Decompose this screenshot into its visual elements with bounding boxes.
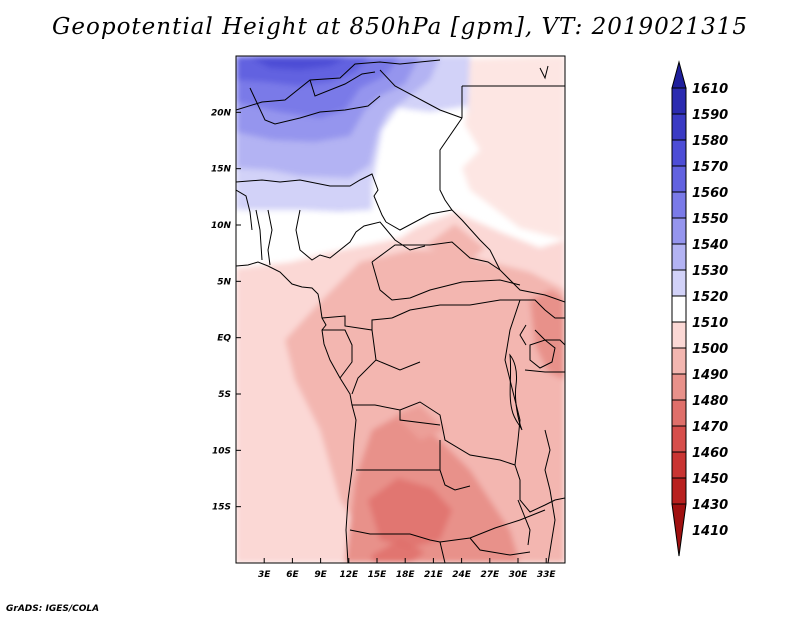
lon-label: 6E [286,570,299,580]
colorbar-swatch [671,217,687,245]
colorbar-swatch [671,373,687,401]
lon-label: 33E [537,570,557,580]
colorbar-label: 1520 [692,290,728,305]
lon-label: 24E [452,570,472,580]
colorbar-swatch [671,321,687,349]
colorbar-swatch [671,295,687,323]
colorbar-label: 1460 [692,446,728,461]
colorbar-label: 1430 [692,498,728,513]
colorbar-label: 1510 [692,316,728,331]
colorbar-label: 1450 [692,472,728,487]
colorbar-swatch [671,165,687,193]
colorbar-label: 1580 [692,134,728,149]
lat-label: 15N [211,165,232,175]
colorbar-label: 1490 [692,368,728,383]
map-frame [235,55,566,564]
colorbar-label: 1480 [692,394,728,409]
colorbar-swatch [671,191,687,219]
grads-credit: GrADS: IGES/COLA [6,604,100,614]
colorbar-swatch [671,113,687,141]
map-axes: 20N 15N 10N 5N EQ 5S 10S 15S 3E 6E 9E 12E 15E 18E 21E 2… [211,108,556,580]
lon-label: 21E [424,570,444,580]
colorbar-swatch [671,425,687,453]
lon-label: 18E [396,570,416,580]
colorbar-label: 1410 [692,524,728,539]
lat-label: 20N [211,108,232,118]
colorbar-swatch [671,477,687,505]
colorbar-swatch [671,399,687,427]
chart-title: Geopotential Height at 850hPa [gpm], VT:… [52,14,748,40]
colorbar-label: 1470 [692,420,728,435]
lon-label: 3E [258,570,271,580]
lon-label: 15E [368,570,388,580]
colorbar-label: 1540 [692,238,728,253]
lat-label: 15S [212,503,231,513]
height-field [236,56,565,563]
colorbar-swatch [671,269,687,297]
lon-label: 9E [314,570,327,580]
colorbar-label: 1530 [692,264,728,279]
colorbar-swatch [671,347,687,375]
colorbar: 1610 1590 1580 1570 1560 1550 1540 1530 1520 1510… [671,60,728,557]
colorbar-bottom-arrow [671,503,687,557]
colorbar-label: 1570 [692,160,728,175]
lat-label: 5S [218,390,231,400]
colorbar-label: 1590 [692,108,728,123]
colorbar-swatch [671,87,687,115]
colorbar-label: 1560 [692,186,728,201]
colorbar-label: 1610 [692,82,728,97]
colorbar-swatch [671,243,687,271]
colorbar-top-arrow [671,60,687,89]
lat-label: 5N [217,277,231,287]
lon-label: 12E [339,570,359,580]
lat-label: EQ [217,334,231,344]
colorbar-swatch [671,139,687,167]
lat-label: 10S [212,446,231,456]
lon-label: 27E [480,570,500,580]
colorbar-swatch [671,451,687,479]
borders [236,59,565,563]
colorbar-label: 1550 [692,212,728,227]
lat-label: 10N [211,221,232,231]
lon-label: 30E [509,570,529,580]
colorbar-label: 1500 [692,342,728,357]
